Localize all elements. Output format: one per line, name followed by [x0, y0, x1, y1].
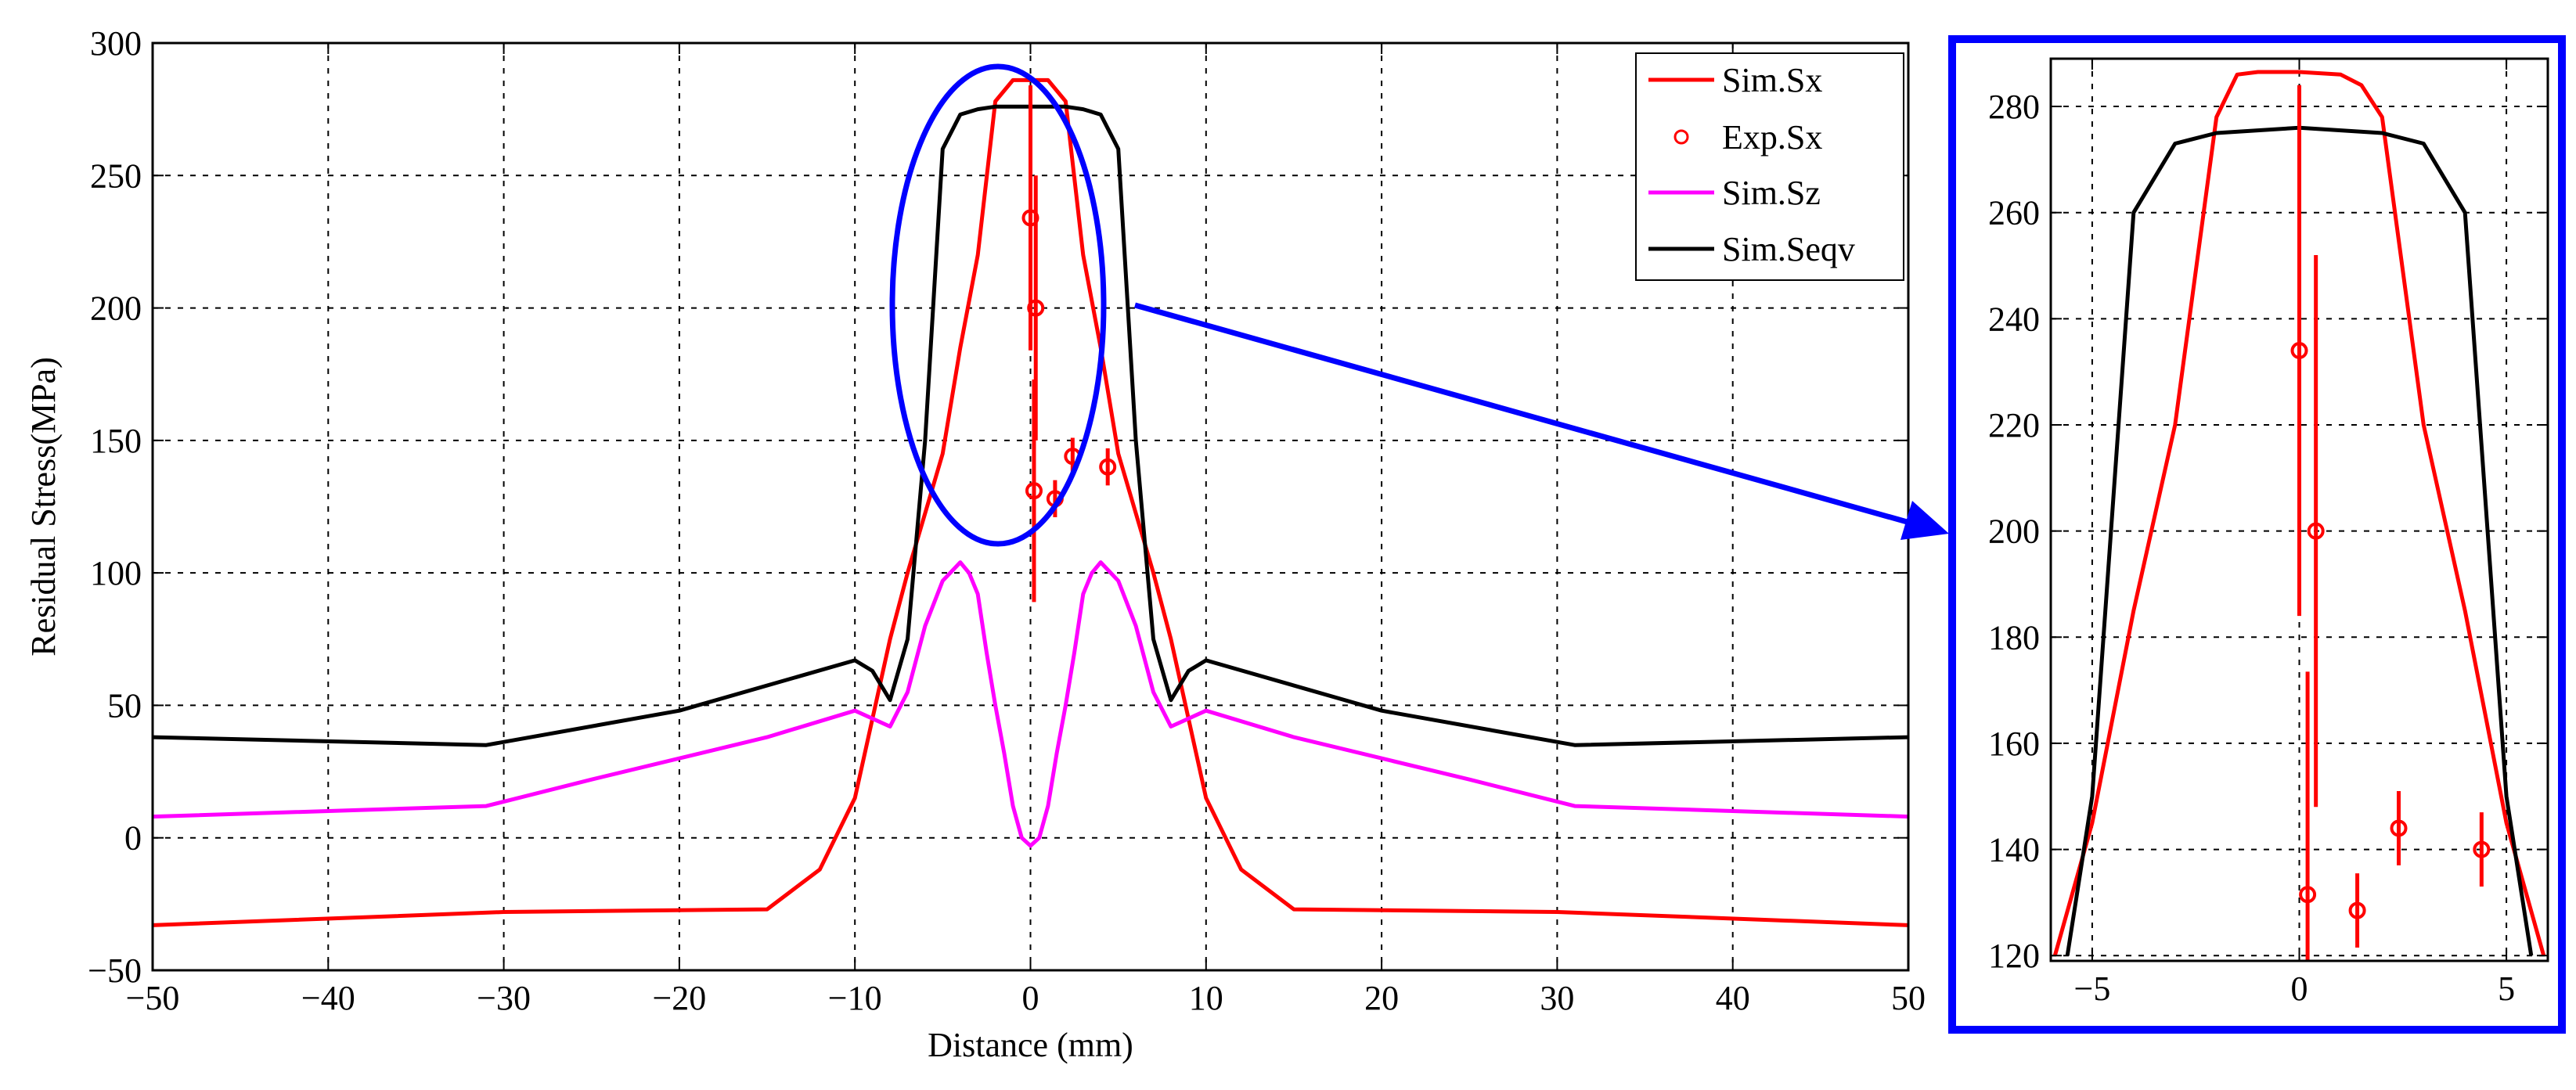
x-tick-label: 20 [1364, 979, 1399, 1017]
zoom-ellipse [889, 63, 1107, 547]
x-axis-label: Distance (mm) [928, 1026, 1133, 1064]
x-tick-label: 0 [1022, 979, 1039, 1017]
point-exp-sx [2390, 819, 2408, 837]
point-exp-sx [1027, 299, 1045, 317]
x-tick-label: −20 [652, 979, 706, 1017]
y-tick-label: 0 [124, 819, 142, 858]
y-tick-label: 150 [90, 422, 142, 460]
point-exp-sx [2290, 342, 2308, 360]
zoom-arrow-head [1900, 501, 1949, 540]
x-tick-label: 10 [1189, 979, 1223, 1017]
x-tick-label: −50 [126, 979, 180, 1017]
y-tick-label: 200 [1988, 513, 2040, 551]
legend-label-sim-sx: Sim.Sx [1722, 61, 1822, 99]
main-points [1021, 85, 1117, 603]
series-line-sim-sx [2052, 70, 2546, 956]
point-exp-sx [2348, 901, 2366, 919]
y-tick-label: 250 [90, 156, 142, 195]
y-tick-label: 200 [90, 290, 142, 328]
legend-box [1635, 52, 1904, 281]
legend-label-sim-seqv: Sim.Seqv [1722, 230, 1855, 268]
y-axis-label: Residual Stress(MPa) [24, 357, 63, 657]
zoom-arrow-line [1134, 302, 1911, 526]
y-tick-label: 140 [1988, 831, 2040, 869]
inset-ticks: −5 0 5 120 140 160 180 200 220 240 260 280 [1988, 59, 2548, 1008]
inset-chart: −5 0 5 120 140 160 180 200 220 240 260 280 [1948, 35, 2566, 1034]
y-tick-label: 120 [1988, 937, 2040, 975]
series-line-sim-sz [153, 560, 1908, 848]
legend-label-exp-sx: Exp.Sx [1722, 118, 1822, 156]
inset-outer-frame [1948, 35, 2566, 1034]
y-tick-label: −50 [88, 952, 142, 990]
x-tick-label: 30 [1540, 979, 1574, 1017]
legend-label-sim-sz: Sim.Sz [1722, 174, 1821, 212]
point-exp-sx [1025, 482, 1043, 500]
x-tick-label: 40 [1716, 979, 1750, 1017]
x-tick-label: −10 [828, 979, 882, 1017]
legend-swatch-exp-sx [1673, 129, 1689, 145]
y-tick-label: 160 [1988, 725, 2040, 763]
x-tick-label: 0 [2291, 969, 2308, 1008]
y-tick-label: 240 [1988, 300, 2040, 338]
point-exp-sx [2307, 522, 2325, 540]
legend: Sim.Sx Exp.Sx Sim.Sz Sim.Seqv [1635, 52, 1904, 281]
x-tick-label: 50 [1891, 979, 1926, 1017]
x-tick-label: 5 [2498, 969, 2515, 1008]
main-ticks: −50 −40 −30 −20 −10 0 10 20 30 40 50 −50 0 50 100 150 20… [88, 24, 1926, 1017]
x-tick-label: −40 [301, 979, 355, 1017]
point-exp-sx [2299, 886, 2317, 904]
x-tick-label: −5 [2074, 969, 2111, 1008]
point-exp-sx [2473, 840, 2491, 858]
y-tick-label: 300 [90, 24, 142, 63]
y-tick-label: 50 [107, 686, 142, 725]
y-tick-label: 280 [1988, 88, 2040, 126]
y-tick-label: 220 [1988, 406, 2040, 444]
y-tick-label: 180 [1988, 618, 2040, 657]
point-exp-sx [1099, 458, 1117, 476]
inset-points [2290, 85, 2491, 961]
main-chart: −50 −40 −30 −20 −10 0 10 20 30 40 50 −50 0 50 100 150 20… [24, 24, 1949, 1064]
y-tick-label: 100 [90, 554, 142, 592]
x-tick-label: −30 [477, 979, 531, 1017]
y-tick-label: 260 [1988, 194, 2040, 232]
